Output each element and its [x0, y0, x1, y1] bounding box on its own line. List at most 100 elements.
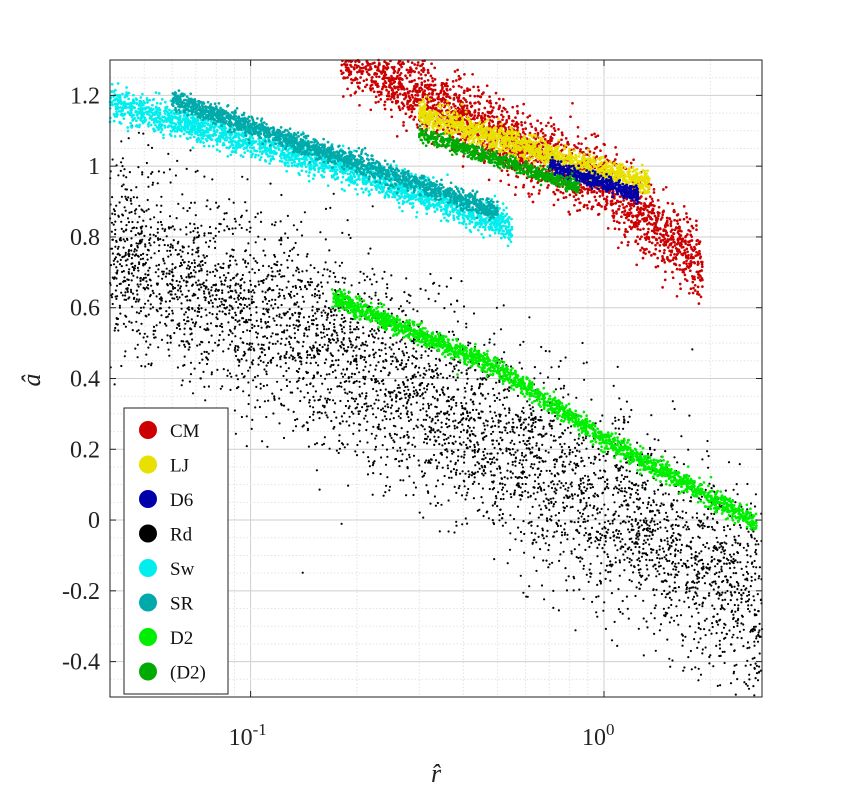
data-point	[679, 516, 682, 519]
data-point	[748, 598, 751, 601]
data-point	[420, 356, 423, 359]
data-point	[198, 234, 201, 237]
data-point	[736, 624, 739, 628]
data-point	[276, 333, 279, 336]
data-point	[747, 607, 750, 611]
data-point	[321, 404, 324, 407]
data-point	[628, 515, 631, 519]
data-point	[252, 379, 255, 382]
data-point	[245, 265, 248, 268]
data-point	[545, 432, 548, 435]
data-point	[418, 464, 421, 467]
data-point	[592, 462, 595, 465]
data-point	[371, 464, 374, 467]
data-point	[579, 477, 582, 480]
data-point	[712, 484, 715, 487]
data-point	[577, 520, 580, 524]
data-point	[720, 570, 723, 573]
data-point	[297, 370, 300, 374]
data-point	[658, 573, 661, 576]
data-point	[120, 364, 123, 368]
data-point	[593, 471, 596, 475]
data-point	[448, 476, 451, 479]
data-point	[616, 532, 620, 536]
data-point	[653, 617, 656, 620]
data-point	[757, 631, 760, 634]
data-point	[750, 579, 753, 582]
data-point	[461, 470, 464, 473]
data-point	[270, 304, 273, 307]
data-point	[734, 591, 737, 594]
data-point	[390, 399, 393, 402]
data-point	[637, 557, 641, 560]
data-point	[204, 241, 208, 244]
data-point	[411, 443, 414, 446]
data-point	[140, 240, 143, 243]
data-point	[691, 580, 695, 583]
data-point	[241, 273, 244, 277]
data-point	[155, 324, 158, 327]
data-point	[399, 412, 402, 415]
data-point	[273, 224, 276, 227]
data-point	[294, 311, 297, 314]
data-point	[636, 542, 639, 546]
data-point	[311, 322, 314, 325]
data-point	[573, 493, 577, 496]
data-point	[267, 399, 270, 402]
data-point	[342, 347, 345, 350]
data-point	[520, 410, 524, 413]
data-point	[310, 347, 313, 350]
data-point	[624, 487, 627, 490]
data-point	[265, 370, 268, 373]
data-point	[591, 486, 595, 489]
data-point	[493, 343, 496, 346]
data-point	[481, 501, 484, 504]
data-point	[116, 260, 119, 263]
data-point	[467, 475, 470, 479]
data-point	[466, 410, 469, 413]
data-point	[414, 375, 417, 378]
data-point	[170, 270, 173, 273]
data-point	[636, 441, 639, 444]
data-point	[183, 327, 186, 330]
data-point	[286, 329, 289, 332]
data-point	[377, 302, 380, 305]
data-point	[559, 435, 562, 438]
data-point	[123, 355, 126, 358]
data-point	[199, 325, 202, 329]
data-point	[370, 333, 374, 336]
data-point	[149, 218, 152, 221]
data-point	[583, 378, 586, 381]
data-point	[313, 376, 316, 379]
data-point	[392, 352, 395, 355]
data-point	[189, 276, 192, 279]
data-point	[688, 587, 691, 590]
data-point	[672, 531, 675, 535]
data-point	[621, 466, 625, 469]
data-point	[289, 316, 292, 320]
data-point	[405, 376, 408, 379]
data-point	[256, 261, 259, 264]
data-point	[387, 374, 390, 377]
data-point	[573, 521, 576, 524]
data-point	[395, 366, 398, 369]
data-point	[648, 543, 651, 546]
data-point	[544, 449, 547, 452]
data-point	[438, 393, 442, 397]
data-point	[594, 473, 597, 476]
data-point	[323, 335, 326, 338]
data-point	[579, 482, 583, 485]
data-point	[145, 315, 148, 318]
data-point	[309, 405, 312, 408]
data-point	[395, 341, 398, 344]
data-point	[230, 316, 234, 319]
data-point	[177, 240, 180, 243]
data-point	[597, 595, 600, 598]
data-point	[171, 309, 174, 312]
data-point	[551, 420, 554, 423]
data-point	[444, 433, 447, 436]
data-point	[499, 508, 502, 511]
data-point	[695, 563, 699, 566]
data-point	[640, 555, 644, 558]
data-point	[247, 242, 250, 245]
